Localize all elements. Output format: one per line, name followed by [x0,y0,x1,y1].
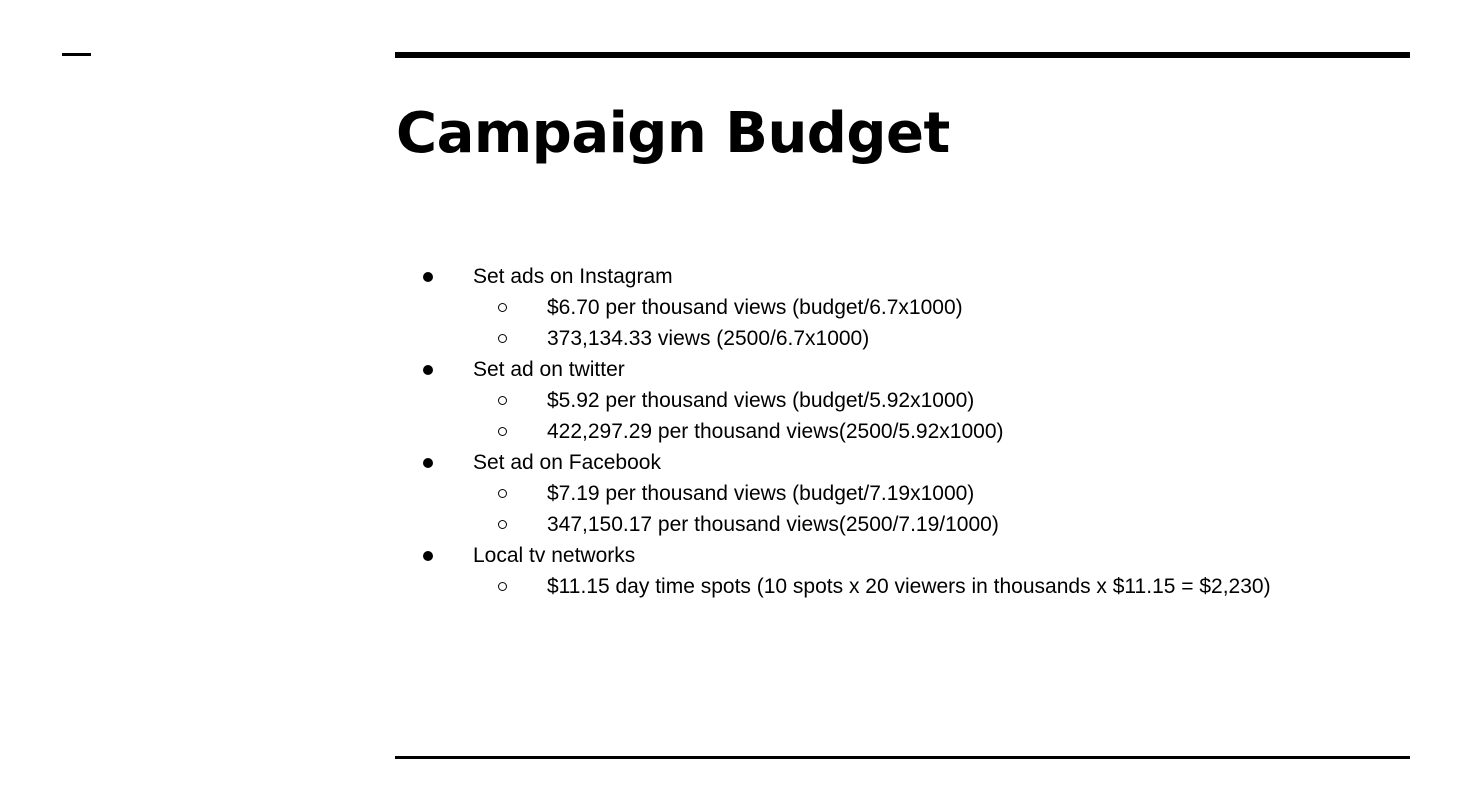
bullet-text: Set ads on Instagram [473,265,673,288]
bullet-item: Local tv networks [420,540,1271,571]
bullet-text: Set ad on twitter [473,358,625,381]
sub-bullet-text: 347,150.17 per thousand views(2500/7.19/… [547,513,999,536]
sub-bullet-text: $6.70 per thousand views (budget/6.7x100… [547,296,963,319]
sub-bullet-text: $5.92 per thousand views (budget/5.92x10… [547,389,975,412]
bullet-dot-icon [423,261,433,292]
bullet-text: Local tv networks [473,544,636,567]
sub-bullet-item: 347,150.17 per thousand views(2500/7.19/… [420,509,1271,540]
bullet-dot-icon [423,354,433,385]
bullet-circle-icon [498,323,507,354]
sub-bullet-item: $6.70 per thousand views (budget/6.7x100… [420,292,1271,323]
sub-bullet-text: $7.19 per thousand views (budget/7.19x10… [547,482,975,505]
bullet-item: Set ads on Instagram [420,261,1271,292]
bullet-text: Set ad on Facebook [473,451,661,474]
bottom-divider [395,756,1410,759]
sub-bullet-item: $5.92 per thousand views (budget/5.92x10… [420,385,1271,416]
bullet-circle-icon [498,509,507,540]
sub-bullet-text: 373,134.33 views (2500/6.7x1000) [547,327,870,350]
bullet-circle-icon [498,292,507,323]
bullet-circle-icon [498,571,507,602]
bullet-dot-icon [423,447,433,478]
sub-bullet-item: $7.19 per thousand views (budget/7.19x10… [420,478,1271,509]
sub-bullet-text: $11.15 day time spots (10 spots x 20 vie… [547,575,1271,598]
bullet-circle-icon [498,416,507,447]
top-divider [395,52,1410,58]
bullet-item: Set ad on twitter [420,354,1271,385]
sub-bullet-item: $11.15 day time spots (10 spots x 20 vie… [420,571,1271,602]
bullet-dot-icon [423,540,433,571]
sub-bullet-text: 422,297.29 per thousand views(2500/5.92x… [547,420,1004,443]
sub-bullet-item: 422,297.29 per thousand views(2500/5.92x… [420,416,1271,447]
bullet-list: Set ads on Instagram $6.70 per thousand … [420,261,1271,602]
slide-title: Campaign Budget [396,101,950,166]
sub-bullet-item: 373,134.33 views (2500/6.7x1000) [420,323,1271,354]
bullet-item: Set ad on Facebook [420,447,1271,478]
bullet-circle-icon [498,478,507,509]
bullet-circle-icon [498,385,507,416]
slide-marker-dash [62,53,91,56]
